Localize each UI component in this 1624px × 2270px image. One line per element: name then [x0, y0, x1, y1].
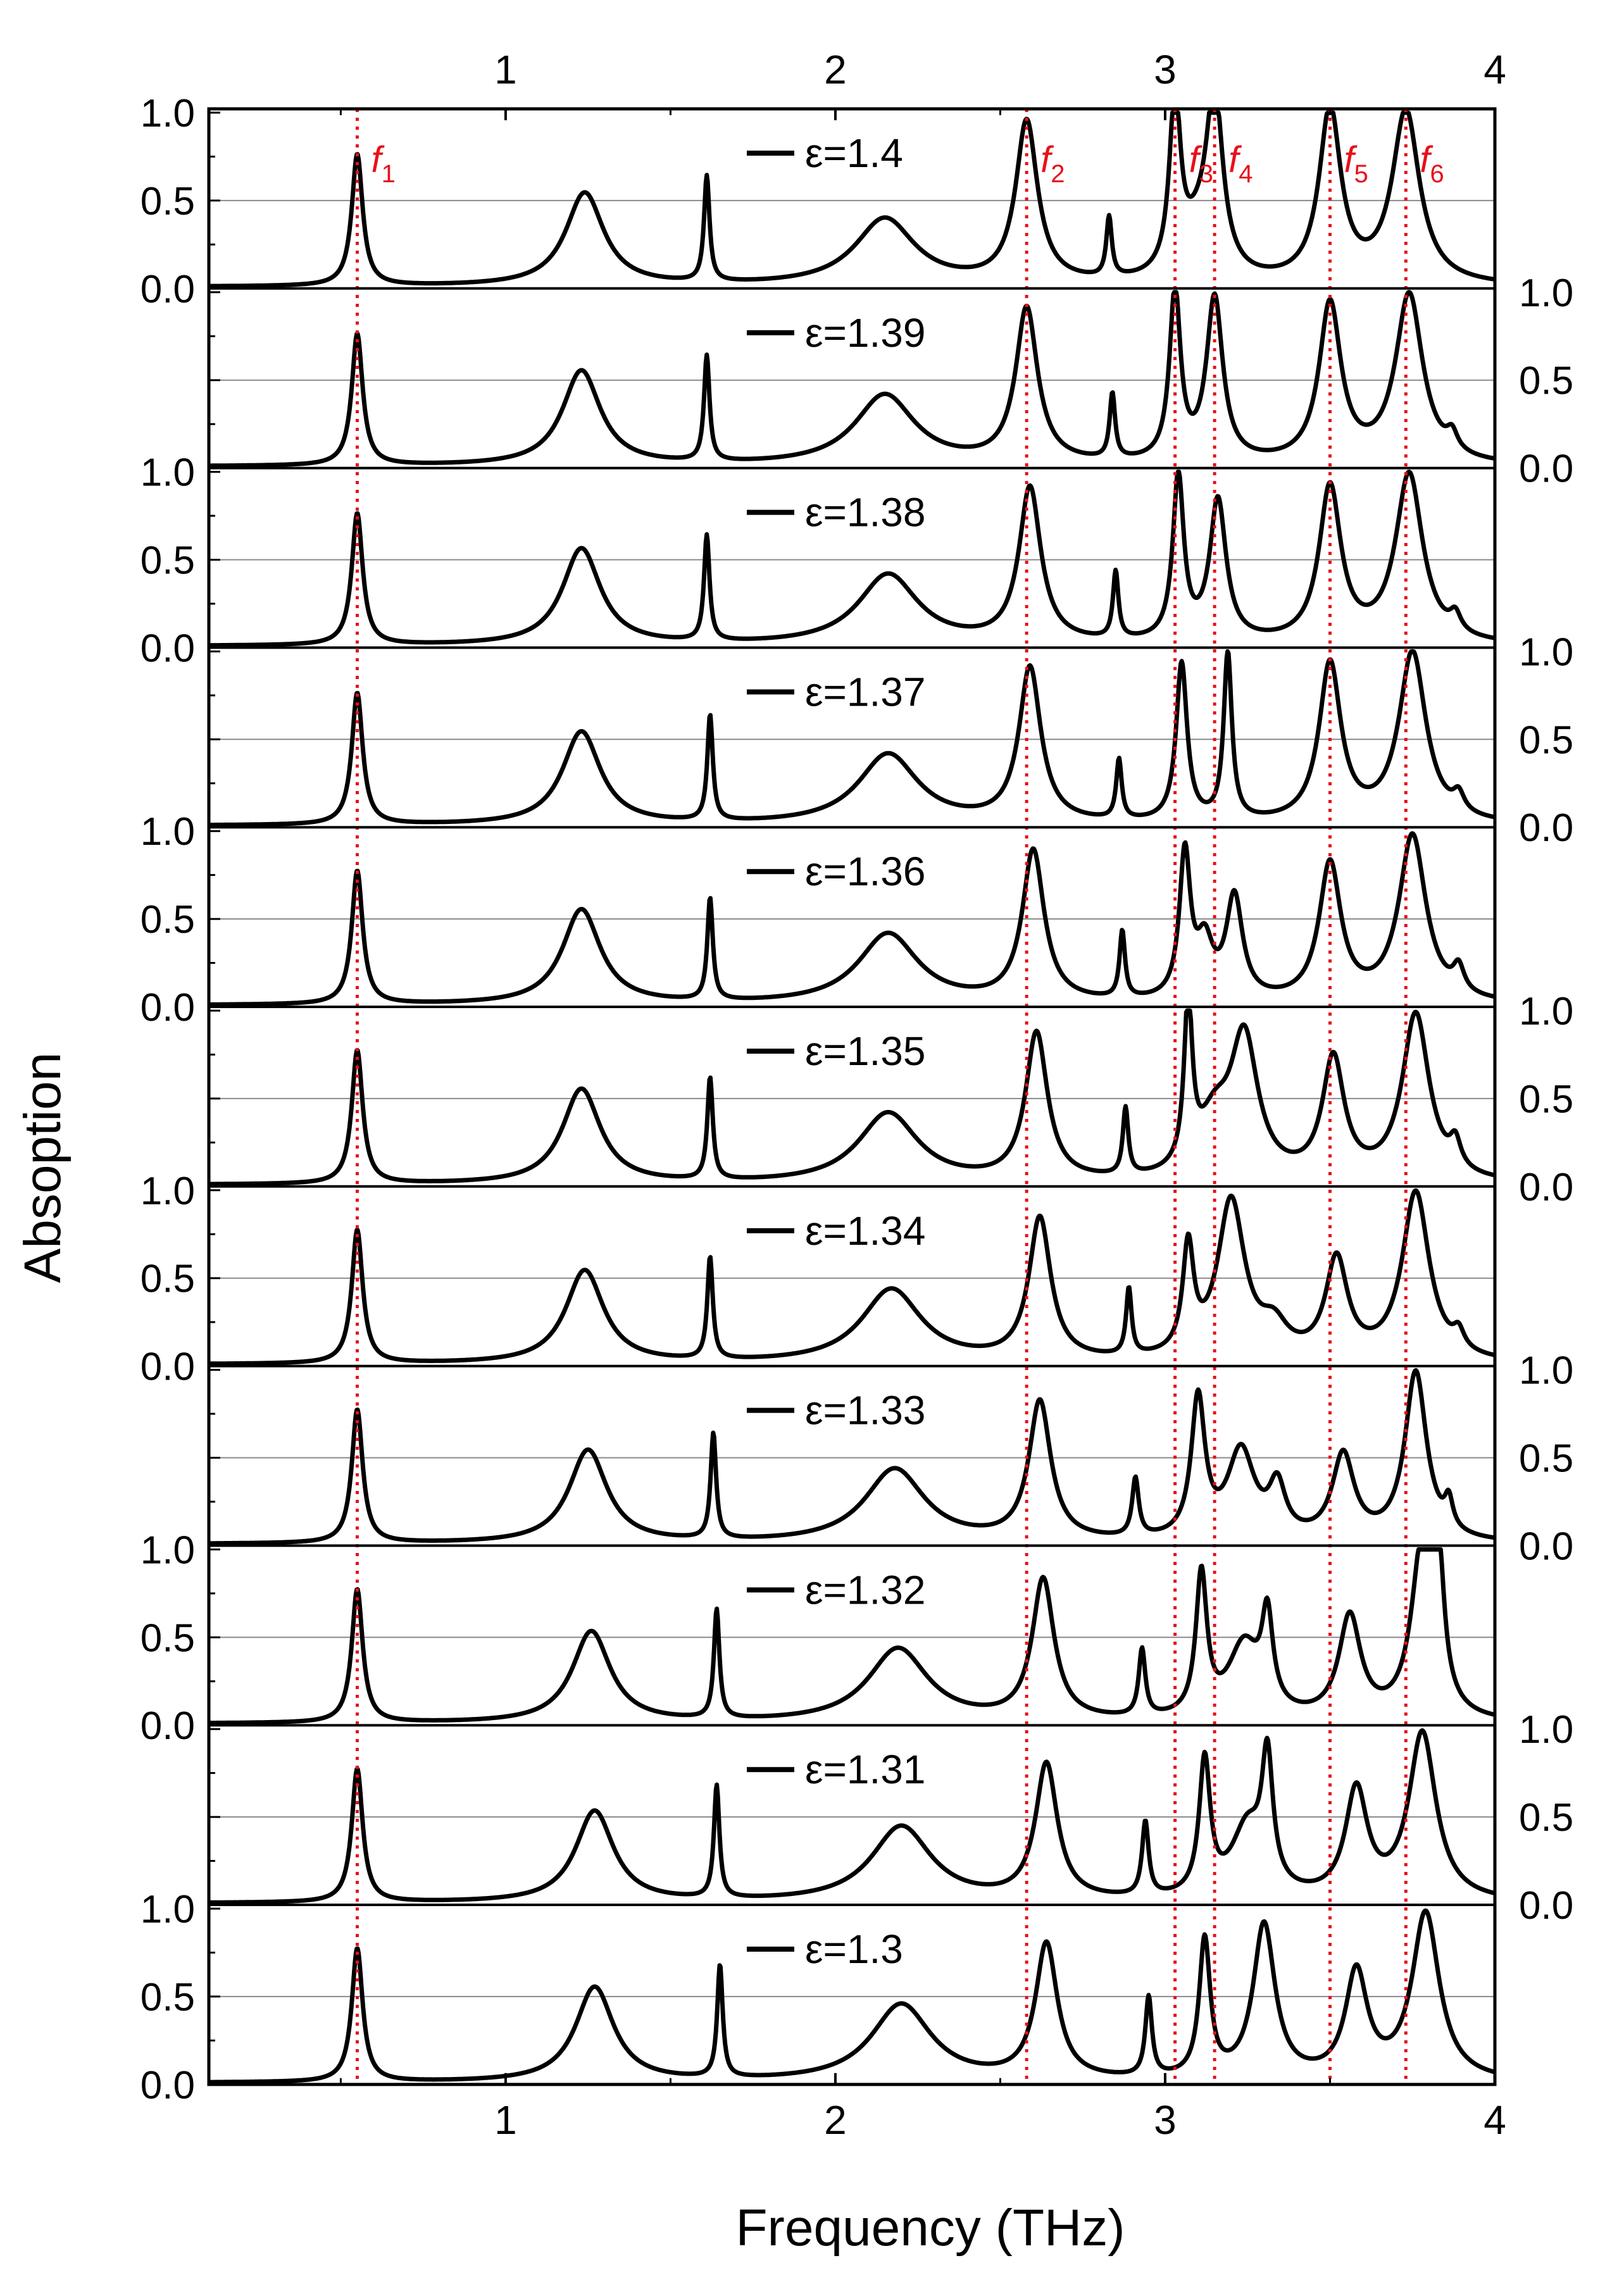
series-line — [208, 290, 1496, 468]
y-axis-title: Absoption — [14, 1052, 72, 1283]
series-line — [208, 1728, 1496, 1905]
y-tick-label: 0.0 — [141, 268, 195, 311]
series-line — [208, 1008, 1496, 1187]
marker-label-subscript: 4 — [1239, 160, 1252, 188]
series-line — [208, 831, 1496, 1007]
y-tick-label: 0.0 — [141, 627, 195, 670]
y-tick-label: 1.0 — [1519, 630, 1573, 674]
x-axis-title: Frequency (THz) — [735, 2199, 1125, 2257]
y-tick-label: 1.0 — [1519, 271, 1573, 315]
x-tick-label-top: 2 — [824, 47, 847, 92]
grid-layer — [209, 199, 1495, 1997]
y-tick-label: 0.0 — [1519, 806, 1573, 850]
y-tick-label: 1.0 — [141, 1169, 195, 1213]
y-tick-label: 0.0 — [141, 1704, 195, 1748]
marker-label-f1: f1 — [371, 139, 395, 188]
marker-label-f5: f5 — [1344, 139, 1368, 188]
y-tick-label: 0.0 — [1519, 447, 1573, 491]
y-tick-label: 0.5 — [141, 1257, 195, 1301]
y-tick-label: 1.0 — [141, 1888, 195, 1931]
marker-label-f3: f3 — [1189, 139, 1213, 188]
legend-label: ε=1.38 — [805, 490, 925, 535]
x-tick-label-top: 1 — [494, 47, 517, 92]
legend-label: ε=1.37 — [805, 669, 925, 714]
y-tick-label: 0.5 — [141, 1616, 195, 1660]
y-tick-label: 0.5 — [1519, 1437, 1573, 1481]
series-line — [208, 1547, 1496, 1725]
marker-label-f4: f4 — [1228, 139, 1252, 188]
legend-label: ε=1.4 — [805, 130, 903, 176]
y-tick-label: 0.0 — [1519, 1525, 1573, 1568]
y-tick-label: 0.0 — [141, 986, 195, 1030]
series-line — [208, 1908, 1496, 2085]
series-line — [208, 110, 1496, 289]
y-tick-label: 0.0 — [141, 1345, 195, 1389]
x-tick-label-top: 3 — [1154, 47, 1177, 92]
y-tick-label: 0.5 — [1519, 1796, 1573, 1840]
y-tick-label: 0.5 — [141, 180, 195, 223]
legend-label: ε=1.31 — [805, 1747, 925, 1792]
x-tick-label-bottom: 1 — [494, 2097, 517, 2143]
legend-label: ε=1.36 — [805, 849, 925, 894]
marker-label-f2: f2 — [1040, 139, 1065, 188]
marker-label-subscript: 3 — [1199, 160, 1213, 188]
x-tick-label-bottom: 3 — [1154, 2097, 1177, 2143]
y-tick-label: 0.5 — [141, 539, 195, 583]
x-tick-label-bottom: 4 — [1483, 2097, 1506, 2143]
legend-label: ε=1.34 — [805, 1208, 925, 1254]
y-tick-label: 0.0 — [141, 2064, 195, 2107]
y-tick-label: 1.0 — [1519, 990, 1573, 1033]
series-line — [208, 470, 1496, 648]
y-tick-label: 0.5 — [141, 1976, 195, 2019]
legend-label: ε=1.33 — [805, 1388, 925, 1433]
x-tick-label-top: 4 — [1483, 47, 1506, 92]
series-line — [208, 649, 1496, 827]
marker-label-f6: f6 — [1420, 139, 1444, 188]
tick-layer: 0.0 0.5 1.0 0.0 0.5 1.0 0.0 0.5 1.0 0.0 0.5 1.0 0.0 0… — [141, 47, 1573, 2143]
y-tick-label: 1.0 — [141, 92, 195, 135]
curve-layer — [208, 110, 1496, 2085]
legend-label: ε=1.32 — [805, 1567, 925, 1612]
legend-label: ε=1.35 — [805, 1028, 925, 1074]
y-tick-label: 0.5 — [1519, 359, 1573, 403]
y-tick-label: 1.0 — [141, 810, 195, 854]
frame-layer — [207, 107, 1497, 2086]
plot-frame — [207, 107, 1497, 2086]
y-tick-label: 1.0 — [1519, 1349, 1573, 1393]
legend-label: ε=1.3 — [805, 1926, 903, 1972]
label-layer: ε=1.4 ε=1.39 ε=1.38 ε=1.37 ε=1.36 ε=1.35 ε=1.3… — [747, 130, 925, 1972]
legend-label: ε=1.39 — [805, 310, 925, 356]
series-line — [208, 1188, 1496, 1366]
marker-label-subscript: 1 — [382, 160, 396, 188]
series-line — [208, 1368, 1496, 1546]
marker-label-subscript: 6 — [1430, 160, 1444, 188]
y-tick-label: 1.0 — [141, 1528, 195, 1572]
marker-label-subscript: 2 — [1051, 160, 1065, 188]
y-tick-label: 0.0 — [1519, 1884, 1573, 1928]
y-tick-label: 1.0 — [141, 451, 195, 495]
y-tick-label: 0.5 — [1519, 718, 1573, 762]
y-tick-label: 0.5 — [141, 898, 195, 942]
y-tick-label: 1.0 — [1519, 1708, 1573, 1752]
y-tick-label: 0.0 — [1519, 1166, 1573, 1209]
x-tick-label-bottom: 2 — [824, 2097, 847, 2143]
marker-label-subscript: 5 — [1354, 160, 1368, 188]
y-tick-label: 0.5 — [1519, 1078, 1573, 1121]
